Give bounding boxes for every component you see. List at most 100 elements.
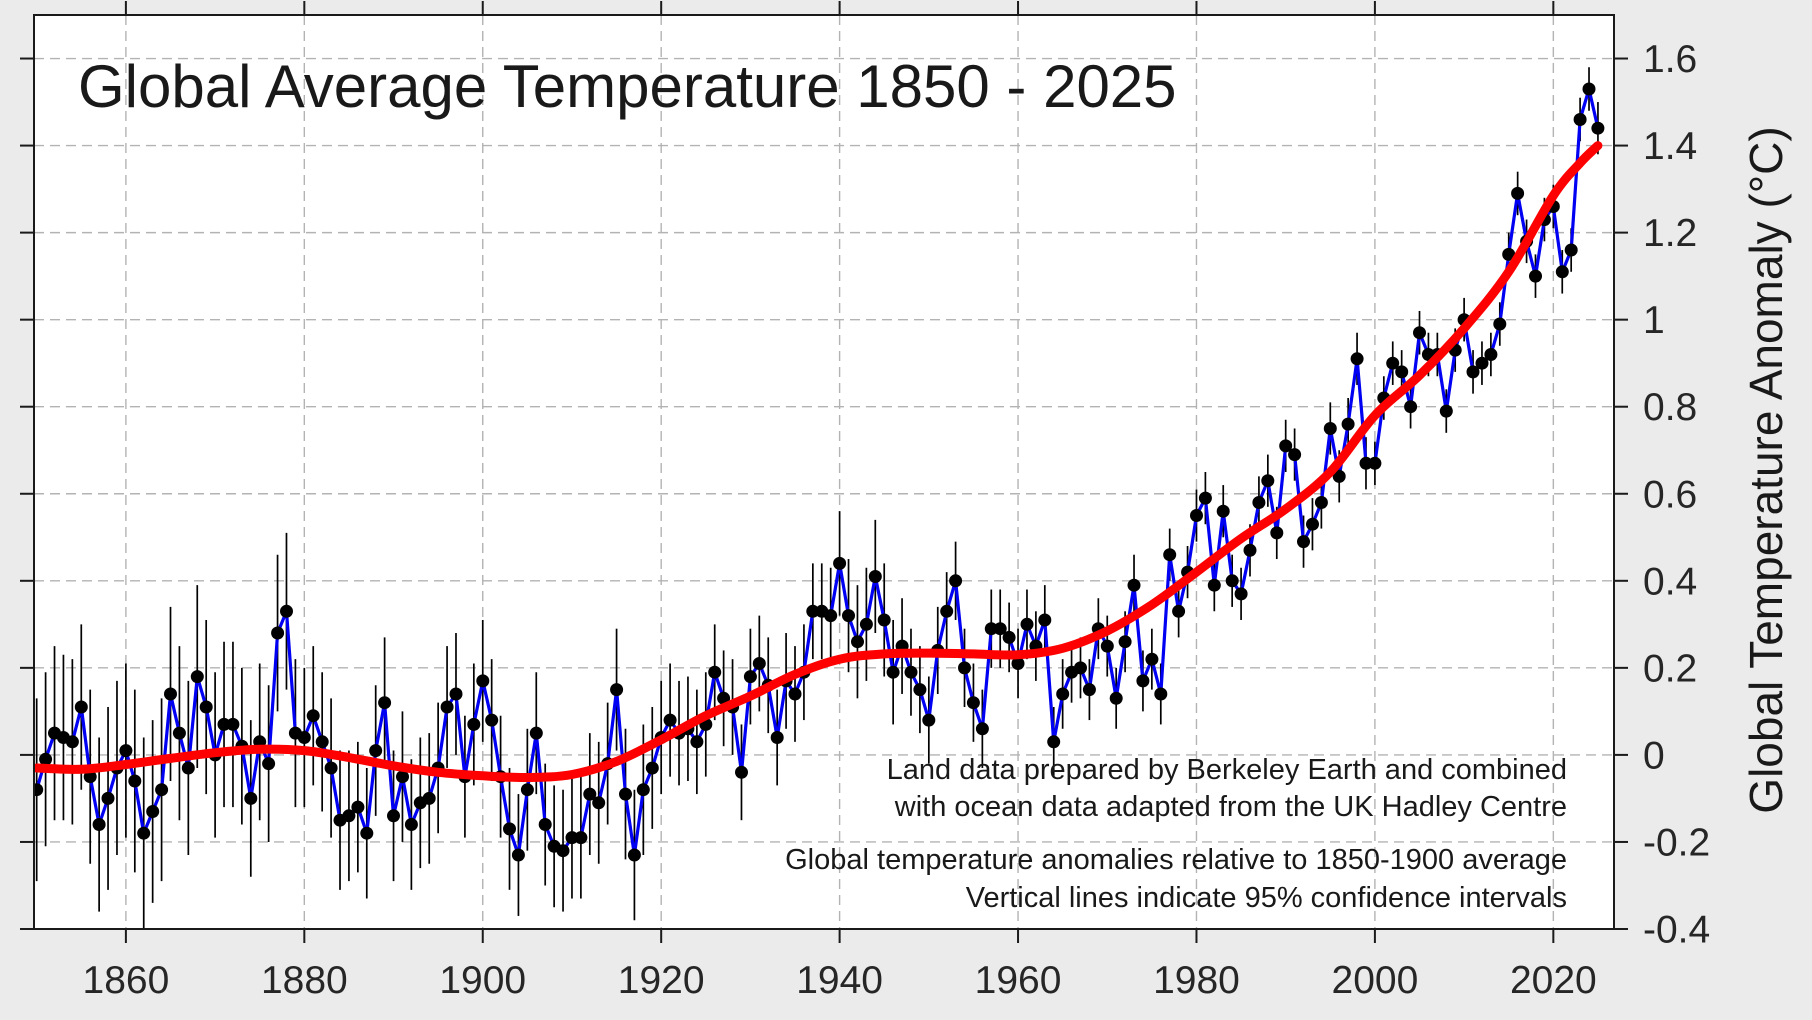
x-tick-label: 1880 <box>261 959 348 1002</box>
data-point-marker <box>556 844 570 858</box>
data-point-marker <box>1011 657 1025 670</box>
data-point-marker <box>119 744 133 758</box>
data-point-marker <box>1243 543 1257 557</box>
data-point-marker <box>1555 265 1569 279</box>
data-point-marker <box>467 717 481 731</box>
annotation-confidence-note: Vertical lines indicate 95% confidence i… <box>966 882 1567 914</box>
data-point-marker <box>1154 687 1168 701</box>
data-point-marker <box>164 687 177 701</box>
data-point-marker <box>244 791 258 805</box>
data-point-marker <box>1341 417 1355 431</box>
x-tick-label: 1960 <box>975 959 1062 1002</box>
plot-background <box>34 15 1614 929</box>
y-tick-label: 0.6 <box>1643 473 1697 516</box>
data-point-marker <box>226 717 240 731</box>
data-point-marker <box>485 713 499 727</box>
data-point-marker <box>520 783 534 797</box>
x-tick-label: 1940 <box>796 959 883 1002</box>
data-point-marker <box>1136 674 1150 688</box>
y-tick-label: 0.8 <box>1643 386 1697 429</box>
data-point-marker <box>1493 317 1507 331</box>
data-point-marker <box>1047 735 1061 749</box>
data-point-marker <box>1207 578 1221 592</box>
data-point-marker <box>770 731 784 744</box>
data-point-marker <box>1591 121 1605 135</box>
data-point-marker <box>1439 404 1453 418</box>
x-tick-label: 1980 <box>1153 959 1240 1002</box>
data-point-marker <box>1573 113 1587 126</box>
y-tick-label: 1 <box>1643 299 1665 342</box>
data-point-marker <box>958 661 971 675</box>
data-point-marker <box>1190 509 1203 522</box>
data-point-marker <box>610 683 624 697</box>
data-point-marker <box>1511 186 1525 200</box>
y-tick-label: 0.4 <box>1643 560 1697 603</box>
data-point-marker <box>1529 269 1542 283</box>
y-tick-label: 1.4 <box>1643 125 1697 168</box>
data-point-marker <box>440 700 454 714</box>
data-point-marker <box>1297 535 1310 549</box>
data-point-marker <box>984 622 998 636</box>
data-point-marker <box>690 735 704 749</box>
data-point-marker <box>1323 422 1337 435</box>
data-point-marker <box>592 796 606 810</box>
data-point-marker <box>306 709 320 723</box>
data-point-marker <box>1413 326 1426 340</box>
data-point-marker <box>565 831 579 845</box>
data-point-marker <box>1395 365 1409 379</box>
data-point-marker <box>636 783 650 797</box>
data-point-marker <box>824 609 838 623</box>
data-point-marker <box>396 770 409 784</box>
x-tick-label: 2000 <box>1332 959 1419 1002</box>
data-point-marker <box>1564 243 1578 257</box>
data-point-marker <box>886 665 900 679</box>
data-point-marker <box>1359 456 1373 470</box>
data-point-marker <box>1466 365 1480 379</box>
data-point-marker <box>842 609 855 623</box>
data-point-marker <box>199 700 213 714</box>
data-point-marker <box>422 791 436 805</box>
x-tick-label: 2020 <box>1510 959 1597 1002</box>
data-point-marker <box>1118 635 1132 649</box>
data-point-marker <box>511 848 525 862</box>
data-point-marker <box>342 809 356 823</box>
data-point-marker <box>868 570 882 583</box>
data-point-marker <box>351 800 365 814</box>
data-point-marker <box>360 826 374 840</box>
annotation-baseline-note: Global temperature anomalies relative to… <box>785 844 1567 876</box>
data-point-marker <box>1127 578 1141 592</box>
data-point-marker <box>378 696 392 710</box>
data-point-marker <box>1582 82 1596 96</box>
data-point-marker <box>172 726 186 740</box>
data-point-marker <box>1270 526 1284 540</box>
data-point-marker <box>806 604 820 618</box>
data-point-marker <box>262 757 276 771</box>
data-point-marker <box>39 752 53 766</box>
data-point-marker <box>949 574 963 588</box>
data-point-marker <box>583 787 597 801</box>
data-point-marker <box>851 635 864 649</box>
data-point-marker <box>574 831 588 845</box>
data-point-marker <box>1368 456 1382 470</box>
data-point-marker <box>1386 356 1400 370</box>
smoothed-trend-line <box>34 141 1603 783</box>
data-point-marker <box>1038 613 1052 627</box>
data-point-marker <box>1100 639 1114 653</box>
y-tick-label: -0.4 <box>1643 909 1710 952</box>
data-point-marker <box>1475 356 1489 370</box>
data-point-marker <box>155 783 169 797</box>
data-point-marker <box>1234 587 1248 601</box>
y-tick-label: 1.2 <box>1643 212 1697 255</box>
axes-box <box>33 14 1615 930</box>
data-point-marker <box>280 604 293 618</box>
data-point-marker <box>752 657 766 670</box>
data-point-marker <box>663 713 677 727</box>
data-point-marker <box>387 809 400 823</box>
data-point-marker <box>128 774 142 788</box>
data-point-marker <box>1020 617 1034 631</box>
data-point-marker <box>1082 683 1096 697</box>
data-point-marker <box>1404 400 1418 414</box>
plot-layers: 1860 1880 1900 1920 1940 1960 1980 2000 2020 -0.4… <box>20 1 1710 1002</box>
